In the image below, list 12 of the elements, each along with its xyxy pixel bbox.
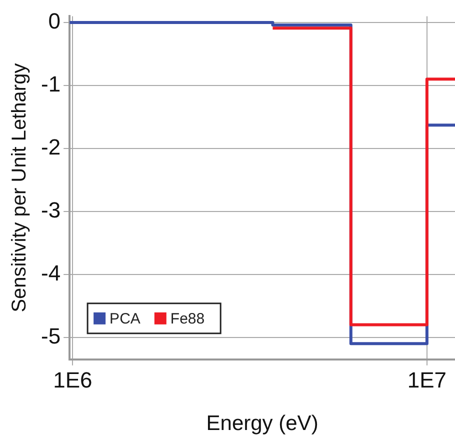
y-tick-label: -4 — [41, 260, 61, 286]
legend-label: PCA — [110, 310, 140, 328]
y-tick-label: -5 — [41, 323, 61, 348]
x-tick-label: 1E6 — [53, 368, 92, 393]
y-tick-label: -3 — [41, 197, 61, 222]
x-axis-title: Energy (eV) — [206, 412, 318, 436]
y-tick-label: 0 — [48, 8, 61, 34]
y-tick-label: -1 — [41, 72, 61, 97]
y-axis-title: Sensitivity per Unit Lethargy — [8, 63, 31, 312]
x-tick-label: 1E7 — [407, 368, 447, 393]
legend-label: Fe88 — [170, 310, 205, 328]
y-tick-label: -2 — [41, 134, 61, 160]
